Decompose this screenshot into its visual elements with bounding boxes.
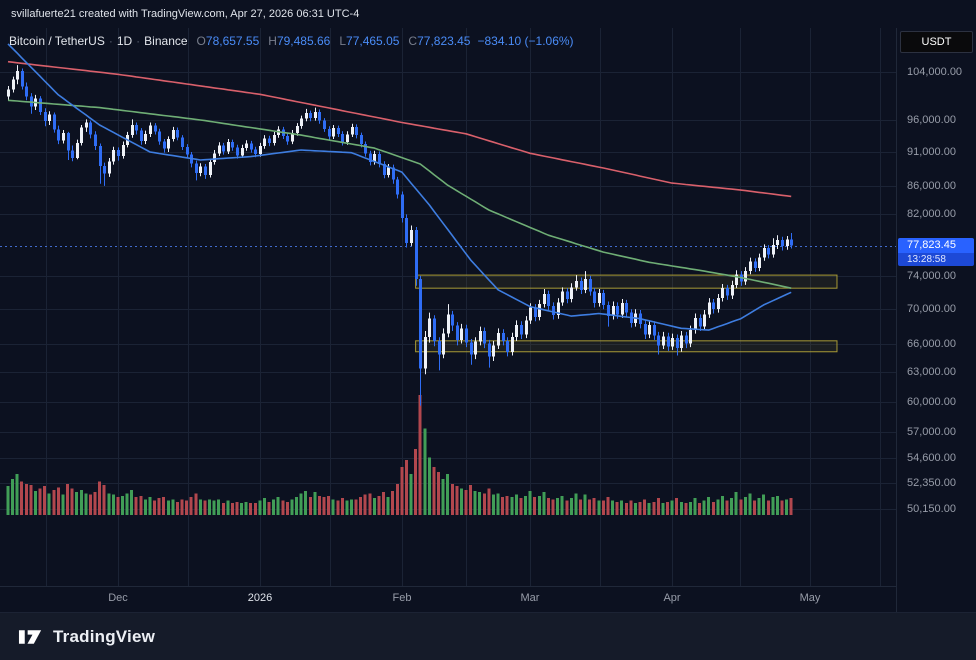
time-tick-label: Feb <box>392 592 412 604</box>
currency-unit-button[interactable]: USDT <box>900 31 973 53</box>
price-tick-label: 104,000.00 <box>907 66 963 78</box>
close-value: 77,823.45 <box>417 34 471 48</box>
price-tick-label: 54,600.00 <box>907 452 956 464</box>
ma-slow <box>7 60 792 198</box>
price-tick-label: 86,000.00 <box>907 180 956 192</box>
exchange-label: Binance <box>144 34 188 48</box>
open-value: 78,657.55 <box>205 34 260 48</box>
tradingview-logo-icon <box>18 630 42 644</box>
price-tick-label: 63,000.00 <box>907 366 956 378</box>
time-tick-label: May <box>799 592 821 604</box>
high-letter: H <box>268 34 277 48</box>
price-tick-label: 66,000.00 <box>907 338 956 350</box>
symbol-name[interactable]: Bitcoin / TetherUS <box>9 34 105 48</box>
time-tick-label: Apr <box>663 592 681 604</box>
time-tick-label: 2026 <box>247 592 273 604</box>
time-axis[interactable]: Dec 2026 Feb Mar Apr May <box>0 586 896 612</box>
legend-separator: · <box>136 34 141 48</box>
ma-mid <box>7 99 792 289</box>
time-tick-label: Dec <box>108 592 128 604</box>
price-tick-label: 96,000.00 <box>907 114 956 126</box>
change-value: −834.10 (−1.06%) <box>477 34 574 48</box>
bar-countdown: 13:28:58 <box>898 253 974 266</box>
low-value: 77,465.05 <box>346 34 400 48</box>
price-tick-label: 70,000.00 <box>907 303 956 315</box>
price-tick-label: 60,000.00 <box>907 396 956 408</box>
interval-label[interactable]: 1D <box>116 34 133 48</box>
price-tick-label: 50,150.00 <box>907 503 956 515</box>
open-letter: O <box>196 34 206 48</box>
attribution-bar: svillafuerte21 created with TradingView.… <box>0 0 976 28</box>
last-price-label: 77,823.45 13:28:58 <box>898 238 974 266</box>
price-tick-label: 57,000.00 <box>907 426 956 438</box>
price-tick-label: 82,000.00 <box>907 208 956 220</box>
tradingview-wordmark: TradingView <box>53 627 156 646</box>
symbol-legend: Bitcoin / TetherUS · 1D · Binance O78,657.55 H… <box>9 34 574 48</box>
chart-pane[interactable]: Bitcoin / TetherUS · 1D · Binance O78,657.55 H… <box>0 28 896 586</box>
price-chart-svg <box>0 28 896 586</box>
last-price-value: 77,823.45 <box>898 238 974 253</box>
footer-bar: TradingView <box>0 612 976 660</box>
time-tick-label: Mar <box>520 592 540 604</box>
low-letter: L <box>339 34 347 48</box>
price-tick-label: 91,000.00 <box>907 146 956 158</box>
price-axis[interactable]: USDT 77,823.45 13:28:58 104,000.00 96,000… <box>896 28 976 612</box>
attribution-text: svillafuerte21 created with TradingView.… <box>11 8 360 20</box>
ma-fast <box>7 43 792 331</box>
close-letter: C <box>408 34 418 48</box>
tradingview-logo[interactable]: TradingView <box>18 624 155 650</box>
legend-separator: · <box>108 34 113 48</box>
high-value: 79,485.66 <box>276 34 331 48</box>
price-tick-label: 74,000.00 <box>907 270 956 282</box>
price-tick-label: 52,350.00 <box>907 477 956 489</box>
